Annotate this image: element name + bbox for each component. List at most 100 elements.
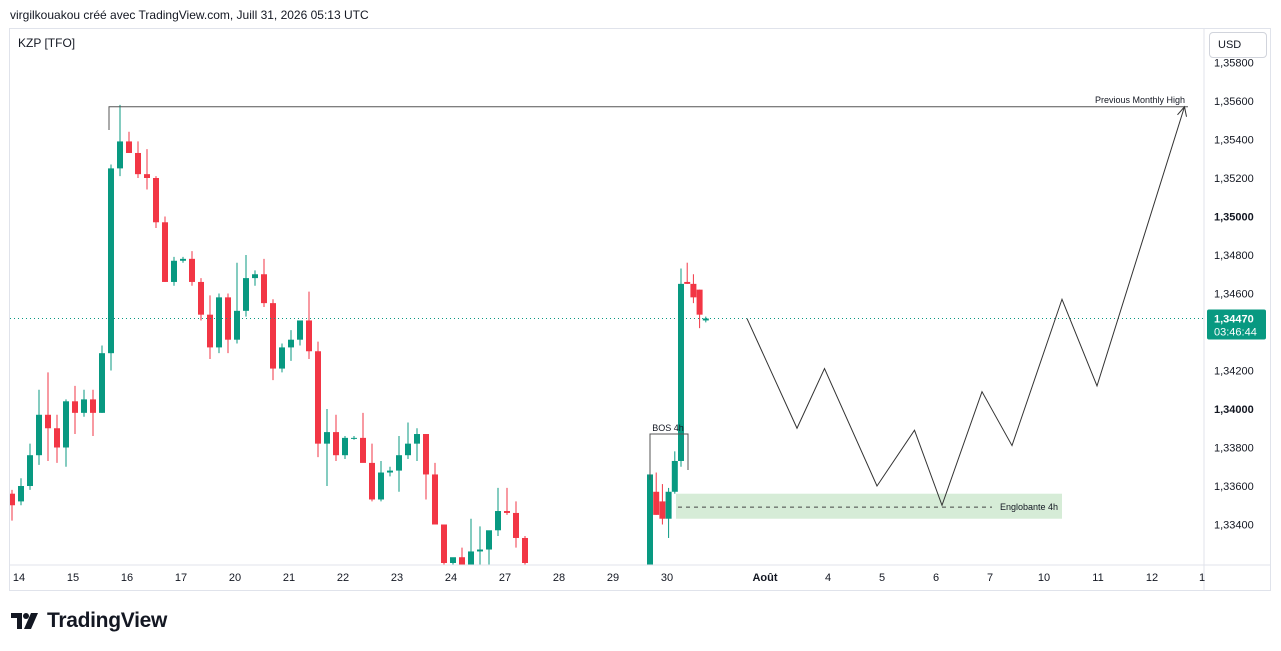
time-tick: 30 [661,572,673,584]
candle [522,537,528,563]
bos-label: BOS 4h [652,423,684,433]
price-tick: 1,33800 [1214,443,1254,455]
candle [108,168,114,354]
symbol-label[interactable]: KZP [TFO] [18,36,76,50]
chart-frame [9,28,1271,591]
candle [405,443,411,456]
candle [153,178,159,223]
candle [653,491,660,515]
candle [189,258,195,282]
candle [81,399,87,413]
candle [441,524,447,563]
price-axis: 1,35800 1,35600 1,35400 1,35200 1,35000 1,348… [1207,58,1266,532]
time-tick: 17 [175,572,187,584]
candle [387,470,393,473]
candle [647,474,653,565]
bos-line [649,433,689,480]
annotations-layer: Previous Monthly High BOS 4h Englobante 4h [10,95,1203,519]
candle [63,401,69,448]
price-tick: 1,35200 [1214,173,1254,185]
candle [450,557,456,563]
candles-layer [10,104,709,565]
candle [297,320,303,340]
candle [324,432,330,444]
candle [216,297,222,348]
candle [333,432,339,456]
candle [504,511,510,513]
time-tick: 29 [607,572,619,584]
time-tick: 28 [553,572,565,584]
projection-path [746,106,1185,507]
candle [279,347,285,369]
time-tick: 23 [391,572,403,584]
candle [135,152,141,175]
candle [396,455,402,471]
candle [198,281,204,315]
candle [659,501,666,519]
projection-arrowhead [1177,105,1187,117]
candle [72,401,78,413]
price-tick: 1,33600 [1214,481,1254,493]
time-tick: 20 [229,572,241,584]
price-tick: 1,33400 [1214,520,1254,532]
candle [378,472,384,500]
price-tick: 1,35600 [1214,96,1254,108]
candle [360,437,366,463]
candle [414,434,420,444]
candle [144,174,150,178]
candle [486,530,492,550]
candle [180,258,186,261]
candle [684,281,691,284]
candle [432,474,438,525]
candle [225,297,231,340]
candle [99,353,105,413]
candle [117,141,123,169]
time-tick: 12 [1146,572,1158,584]
currency-button[interactable]: USD [1209,32,1267,58]
previous-monthly-high-line [108,106,1188,130]
candle [459,557,465,565]
candle [690,283,697,298]
candle [252,274,258,279]
time-tick: 1 [1199,572,1205,584]
candle [513,512,519,538]
time-axis: 14 15 16 17 20 21 22 23 24 27 28 29 30 Août 4 5 6 7 10 11 12… [10,28,1270,590]
candle [270,303,276,369]
current-price-tag [1207,309,1266,340]
candle [315,351,321,444]
candle [696,289,703,315]
candle [126,141,132,153]
candle [162,222,168,282]
candle [678,283,684,461]
time-tick: 6 [933,572,939,584]
candle [306,320,312,352]
candle [477,549,483,552]
candle [369,462,375,500]
candle [665,491,672,519]
candle [351,437,357,439]
candle [90,399,96,413]
tradingview-footer: TradingView [11,609,167,633]
time-tick: 24 [445,572,457,584]
engulfing-label: Englobante 4h [1000,502,1058,512]
time-tick: 7 [987,572,993,584]
time-tick: 4 [825,572,831,584]
engulfing-zone [676,493,1062,519]
candle [243,278,249,311]
price-tick: 1,34000 [1214,404,1254,416]
time-tick: 16 [121,572,133,584]
time-tick: 5 [879,572,885,584]
price-tick: 1,35800 [1214,58,1254,70]
tradingview-wordmark: TradingView [47,609,168,632]
candle [207,314,213,348]
candle [671,460,678,492]
candle [27,455,33,486]
candle [18,486,24,502]
candle [468,551,474,565]
candle [288,339,294,348]
price-tick: 1,34200 [1214,366,1254,378]
time-tick: 27 [499,572,511,584]
time-tick: 14 [13,572,25,584]
candle [234,310,240,340]
